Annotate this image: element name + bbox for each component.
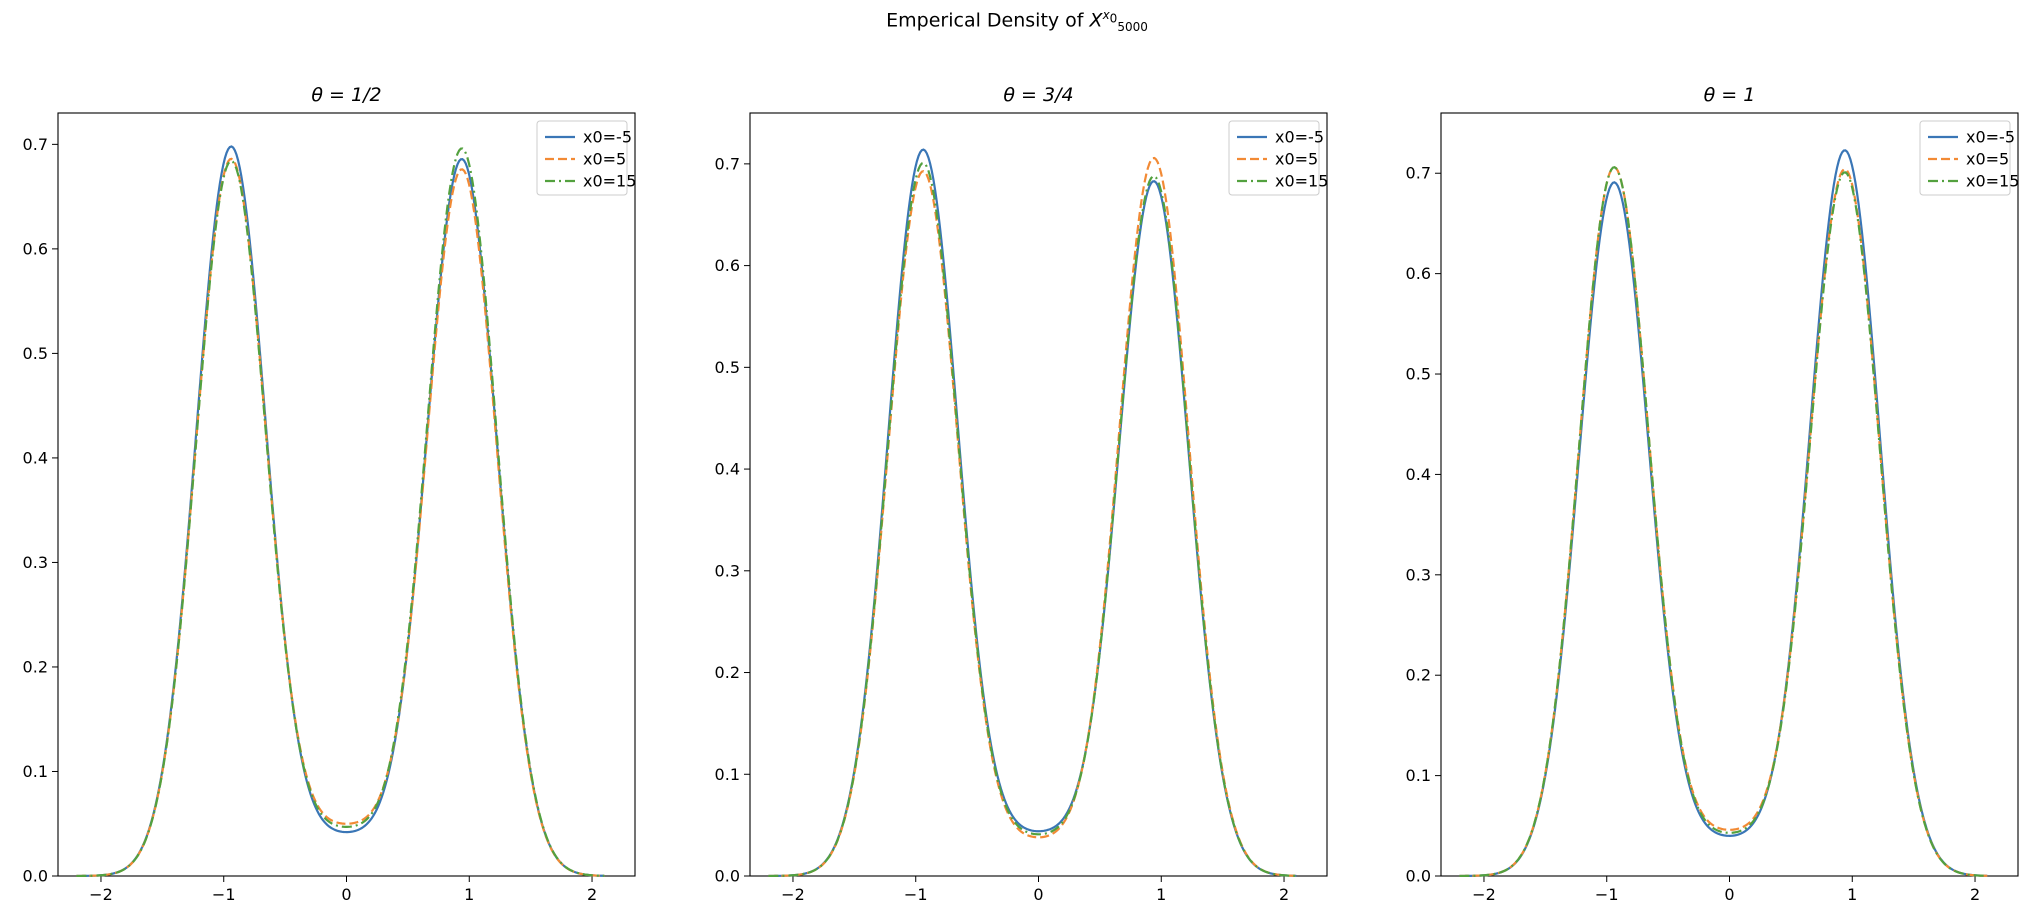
x-tick-label: 0 <box>341 885 351 904</box>
figure-title-var: X <box>1089 9 1103 32</box>
y-tick-label: 0.3 <box>715 561 740 580</box>
series-line-x0=-5 <box>1459 149 1988 878</box>
x-tick-label: 0 <box>1033 885 1043 904</box>
y-tick-label: 0.6 <box>23 239 48 258</box>
series-line-x0=5 <box>768 156 1297 878</box>
legend-entry: x0=5 <box>1275 150 1318 169</box>
x-tick-label: 2 <box>1970 885 1980 904</box>
panel-title: θ = 1/2 <box>311 84 381 106</box>
legend-entry: x0=5 <box>1966 150 2009 169</box>
y-tick-label: 0.6 <box>715 256 740 275</box>
y-tick-label: 0.2 <box>23 657 48 676</box>
figure-title-sup-sub: 0 <box>1109 11 1118 26</box>
legend-entry: x0=15 <box>583 172 636 191</box>
series-line-x0=-5 <box>768 148 1297 878</box>
y-tick-label: 0.0 <box>1406 867 1431 886</box>
series-line-x0=-5 <box>76 145 605 878</box>
x-tick-label: −1 <box>1595 885 1619 904</box>
series-line-x0=15 <box>768 161 1297 878</box>
legend-box <box>536 120 628 196</box>
y-tick-label: 0.3 <box>23 553 48 572</box>
y-tick-label: 0.5 <box>715 358 740 377</box>
y-tick-label: 0.7 <box>1406 164 1431 183</box>
x-tick-label: 0 <box>1724 885 1734 904</box>
series-line-x0=15 <box>1459 166 1988 878</box>
figure-title-subscript: 5000 <box>1117 20 1148 35</box>
axes-frame <box>1440 112 2019 877</box>
y-tick-label: 0.4 <box>715 460 740 479</box>
x-tick-label: −2 <box>89 885 113 904</box>
y-tick-label: 0.6 <box>1406 264 1431 283</box>
chart-panel-1: θ = 1/2 −2 −1 0 1 2 0.0 0.1 0.2 0.3 0.4 0.5 0.6 0.7 x0… <box>23 84 637 904</box>
y-tick-label: 0.2 <box>715 663 740 682</box>
legend-entry: x0=5 <box>583 150 626 169</box>
x-tick-label: 1 <box>464 885 474 904</box>
y-tick-label: 0.1 <box>1406 766 1431 785</box>
legend-box <box>1919 120 2011 196</box>
chart-panel-3: θ = 1 −2 −1 0 1 2 0.0 0.1 0.2 0.3 0.4 0.5 0.6 0.7 x0=-… <box>1406 84 2020 904</box>
x-tick-label: 2 <box>587 885 597 904</box>
y-tick-label: 0.2 <box>1406 666 1431 685</box>
series-line-x0=5 <box>1459 165 1988 878</box>
y-tick-label: 0.1 <box>23 762 48 781</box>
y-tick-label: 0.7 <box>23 135 48 154</box>
chart-panel-2: θ = 3/4 −2 −1 0 1 2 0.0 0.1 0.2 0.3 0.4 0.5 0.6 0.7 x0… <box>715 84 1329 904</box>
x-tick-label: 1 <box>1847 885 1857 904</box>
series-line-x0=15 <box>76 147 605 878</box>
y-tick-label: 0.7 <box>715 154 740 173</box>
y-tick-label: 0.5 <box>23 344 48 363</box>
y-tick-label: 0.5 <box>1406 365 1431 384</box>
figure-title-superscript: x0 <box>1102 8 1118 26</box>
x-tick-label: −2 <box>1472 885 1496 904</box>
series-line-x0=5 <box>76 157 605 878</box>
y-tick-label: 0.1 <box>715 765 740 784</box>
panel-title: θ = 3/4 <box>1003 84 1073 106</box>
x-tick-label: 2 <box>1279 885 1289 904</box>
x-tick-label: −2 <box>781 885 805 904</box>
legend-entry: x0=-5 <box>1966 128 2015 147</box>
x-tick-label: 1 <box>1156 885 1166 904</box>
legend-entry: x0=-5 <box>583 128 632 147</box>
legend-entry: x0=-5 <box>1275 128 1324 147</box>
legend-entry: x0=15 <box>1275 172 1328 191</box>
figure-title-sup-var: x <box>1102 8 1110 22</box>
figure-title-prefix: Emperical Density of <box>886 9 1090 32</box>
legend-box <box>1228 120 1320 196</box>
y-tick-label: 0.0 <box>23 867 48 886</box>
y-tick-label: 0.4 <box>23 448 48 467</box>
x-tick-label: −1 <box>212 885 236 904</box>
figure-title: Emperical Density of Xx05000 <box>0 8 2034 34</box>
panel-title: θ = 1 <box>1704 84 1756 106</box>
axes-frame <box>57 112 636 877</box>
axes-frame <box>749 112 1328 877</box>
y-tick-label: 0.4 <box>1406 465 1431 484</box>
y-tick-label: 0.0 <box>715 867 740 886</box>
legend-entry: x0=15 <box>1966 172 2019 191</box>
y-tick-label: 0.3 <box>1406 565 1431 584</box>
x-tick-label: −1 <box>904 885 928 904</box>
